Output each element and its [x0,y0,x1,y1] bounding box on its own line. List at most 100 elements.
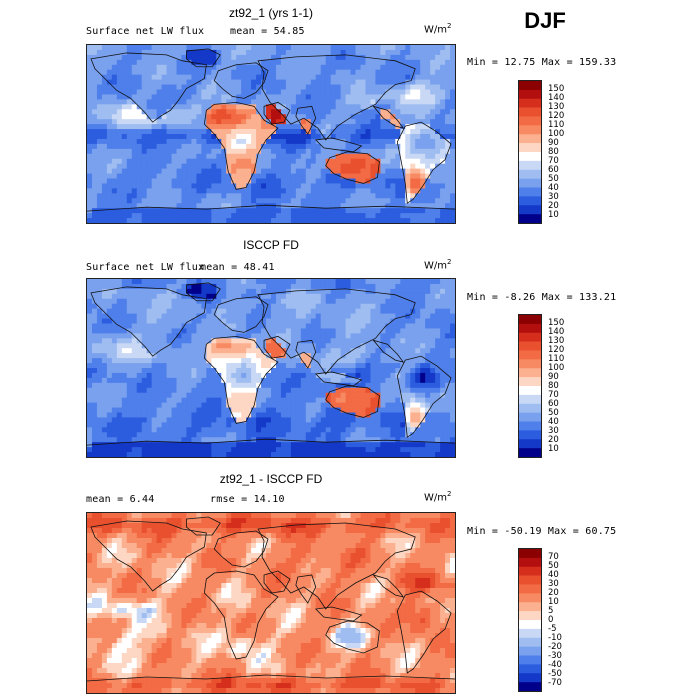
heatmap-cell [126,397,133,404]
heatmap-cell [325,372,332,379]
heatmap-cell [96,338,103,344]
heatmap-cell [380,99,386,105]
heatmap-cell [271,348,277,354]
heatmap-cell [266,218,272,223]
heatmap-cell [87,183,93,189]
heatmap-cell [310,183,317,189]
heatmap-cell [116,119,123,125]
heatmap-cell [285,328,292,334]
heatmap-cell [136,198,143,204]
heatmap-cell [390,283,396,290]
heatmap-cell [385,387,391,394]
heatmap-cell [221,138,227,145]
heatmap-cell [300,279,307,285]
heatmap-cell [410,363,416,369]
heatmap-cell [186,402,192,408]
heatmap-cell [400,372,406,379]
heatmap-cell [370,168,376,174]
heatmap-cell [295,348,302,354]
heatmap-cell [405,208,411,214]
heatmap-cell [295,45,302,51]
heatmap-cell [435,279,441,285]
map-simulation [86,44,456,224]
heatmap-cell [186,79,192,85]
heatmap-cell [121,372,128,379]
heatmap-cell [256,318,262,324]
heatmap-cell [211,328,217,334]
heatmap-cell [87,64,93,71]
heatmap-cell [206,45,212,51]
heatmap-cell [295,138,302,145]
heatmap-cell [101,392,108,399]
heatmap-cell [430,218,436,223]
heatmap-cell [300,358,307,364]
heatmap-cell [151,74,158,81]
heatmap-cell [166,119,172,125]
heatmap-cell [285,193,292,199]
heatmap-cell [335,382,342,389]
heatmap-cell [131,74,138,81]
mean-value: 48.41 [243,262,275,273]
heatmap-cell [375,119,381,125]
heatmap-cell [196,114,202,120]
heatmap-cell [400,218,406,223]
heatmap-cell [271,153,277,160]
heatmap-cell [310,387,317,394]
heatmap-cell [231,358,237,364]
heatmap-cell [151,153,158,160]
heatmap-cell [280,124,287,130]
heatmap-cell [186,143,192,150]
heatmap-cell [330,288,337,295]
heatmap-cell [131,407,138,413]
heatmap-cell [266,333,272,339]
heatmap-cell [156,153,162,160]
heatmap-cell [221,279,227,285]
heatmap-cell [315,358,322,364]
heatmap-cell [271,54,277,61]
heatmap-cell [360,74,366,81]
heatmap-cell [405,134,411,140]
heatmap-cell [176,148,182,155]
heatmap-cell [231,279,237,285]
heatmap-cell [285,188,292,194]
heatmap-cell [440,109,446,115]
heatmap-cell [305,188,312,194]
heatmap-cell [415,338,421,344]
heatmap-cell [241,158,247,165]
heatmap-cell [380,124,386,130]
heatmap-cell [121,94,128,100]
heatmap-cell [305,323,312,329]
heatmap-cell [275,163,282,170]
heatmap-cell [320,124,327,130]
heatmap-cell [345,323,351,329]
heatmap-cell [410,417,416,423]
heatmap-cell [385,119,391,125]
heatmap-cell [330,119,337,125]
heatmap-cell [96,412,103,418]
heatmap-cell [206,279,212,285]
heatmap-cell [280,333,287,339]
heatmap-cell [305,348,312,354]
heatmap-cell [226,422,232,428]
heatmap-cell [256,89,262,95]
heatmap-cell [295,84,302,90]
heatmap-cell [370,54,376,61]
heatmap-cell [345,348,351,354]
heatmap-cell [445,74,451,81]
heatmap-cell [290,89,297,95]
heatmap-cell [435,368,441,374]
heatmap-cell [385,353,391,359]
heatmap-cell [106,99,113,105]
heatmap-cell [271,298,277,305]
heatmap-cell [410,293,416,300]
heatmap-cell [385,417,391,423]
heatmap-cell [236,69,242,76]
heatmap-cell [156,417,162,423]
heatmap-cell [290,283,297,290]
heatmap-cell [375,89,381,95]
heatmap-cell [231,218,237,223]
heatmap-cell [360,208,366,214]
heatmap-cell [315,49,322,56]
heatmap-cell [445,412,451,418]
heatmap-cell [335,89,342,95]
